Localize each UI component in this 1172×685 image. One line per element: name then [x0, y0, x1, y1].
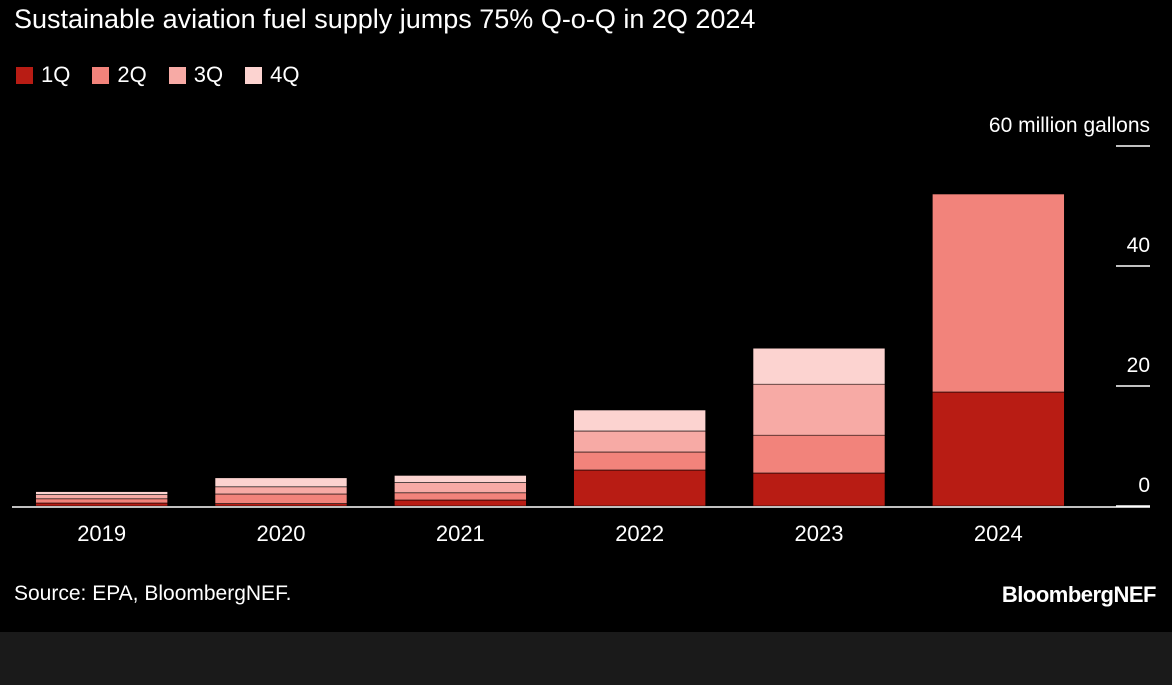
- legend-label-3q: 3Q: [193, 62, 224, 87]
- bar-2021-4q: [394, 475, 527, 483]
- bar-2022-1q: [573, 469, 706, 507]
- legend-item-4q: 4Q: [245, 62, 299, 88]
- legend-swatch-4q: [245, 66, 263, 84]
- bar-2023-2q: [752, 434, 886, 474]
- legend-label-4q: 4Q: [270, 62, 300, 87]
- legend-item-1q: 1Q: [16, 62, 70, 88]
- legend-item-3q: 3Q: [168, 62, 224, 88]
- y-tick-label: 60 million gallons: [989, 114, 1150, 137]
- legend-label-1q: 1Q: [41, 62, 71, 87]
- y-tick-label: 20: [1127, 354, 1150, 377]
- bar-2022-4q: [573, 409, 706, 432]
- x-tick-label: 2024: [974, 521, 1023, 546]
- bar-2021-2q: [394, 492, 527, 501]
- bar-2021-3q: [394, 482, 527, 494]
- legend-swatch-3q: [168, 66, 186, 84]
- bar-2023-3q: [752, 383, 886, 436]
- bar-2021-1q: [394, 499, 527, 507]
- bar-2019-4q: [35, 491, 168, 495]
- chart-legend: 1Q 2Q 3Q 4Q: [16, 62, 299, 88]
- bar-2019-3q: [35, 494, 168, 500]
- x-tick-label: 2020: [257, 521, 306, 546]
- x-tick-label: 2023: [795, 521, 844, 546]
- legend-label-2q: 2Q: [117, 62, 147, 87]
- x-tick-label: 2022: [615, 521, 664, 546]
- bar-2020-1q: [214, 503, 348, 507]
- bar-2020-3q: [214, 486, 348, 495]
- bar-2020-4q: [214, 477, 348, 488]
- bar-2023-1q: [752, 472, 886, 507]
- x-tick-label: 2021: [436, 521, 485, 546]
- legend-swatch-1q: [16, 66, 33, 84]
- bar-2020-2q: [214, 493, 348, 504]
- legend-swatch-2q: [92, 66, 110, 84]
- chart-plot: 0 20 40 60 million gallons 2019 2020 2021 2022 2…: [12, 114, 1150, 546]
- bar-2024-2q: [932, 193, 1065, 393]
- legend-item-2q: 2Q: [92, 62, 147, 88]
- y-tick-label: 0: [1138, 474, 1150, 497]
- y-tick-label: 40: [1127, 234, 1150, 257]
- bar-2022-3q: [573, 430, 706, 453]
- bar-2019-1q: [35, 502, 168, 507]
- bar-2024-1q: [932, 391, 1065, 507]
- brand-logo: BloombergNEF: [1001, 582, 1157, 607]
- chart-title: Sustainable aviation fuel supply jumps 7…: [14, 4, 756, 34]
- x-tick-label: 2019: [77, 521, 126, 546]
- source-note: Source: EPA, BloombergNEF.: [14, 582, 292, 605]
- bar-2019-2q: [35, 498, 168, 504]
- bar-2022-2q: [573, 451, 706, 471]
- bar-2023-4q: [752, 347, 886, 385]
